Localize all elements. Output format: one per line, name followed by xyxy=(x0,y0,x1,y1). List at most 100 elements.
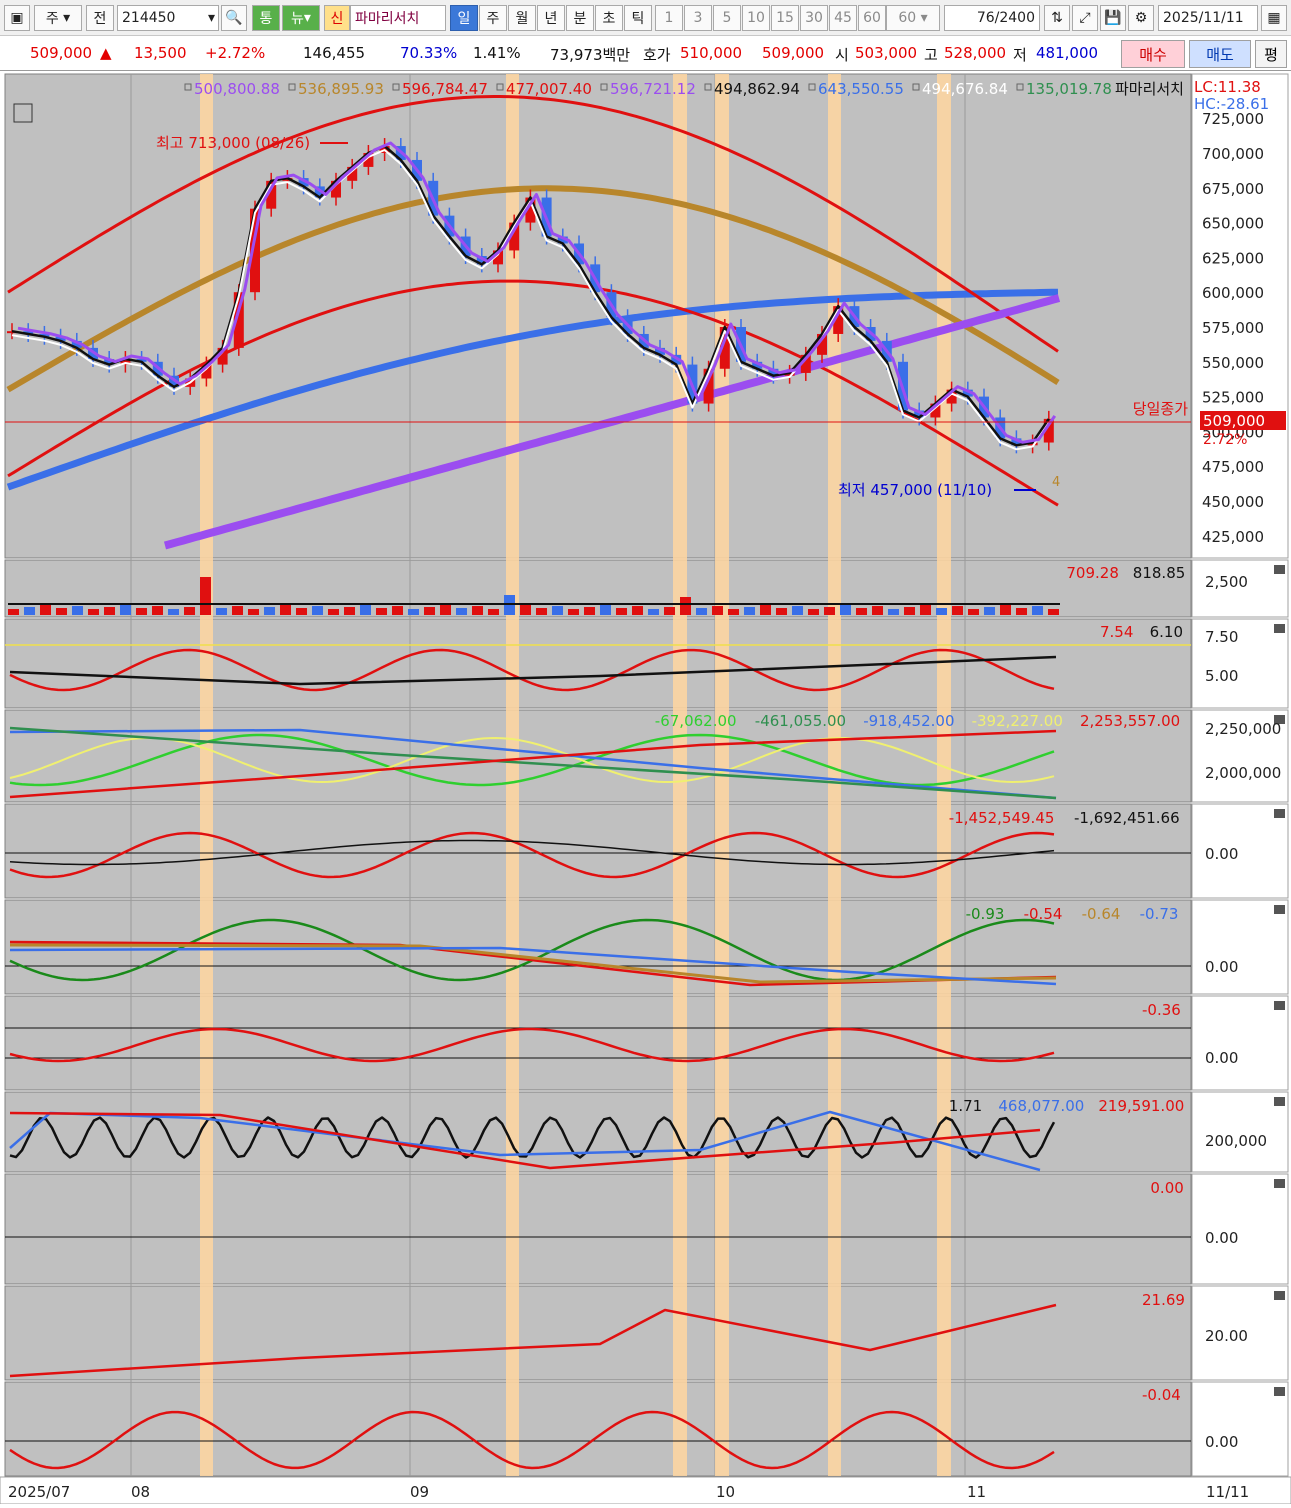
price-tick: 700,000 xyxy=(1202,145,1264,163)
count-field[interactable]: 76/2400 xyxy=(944,5,1040,31)
eval-button[interactable]: 평 xyxy=(1255,40,1287,68)
volume-bar xyxy=(552,606,563,615)
candle xyxy=(525,197,536,223)
p2-line-red xyxy=(9,648,1055,692)
current-price: 509,000 xyxy=(30,44,93,62)
interval-button-60[interactable]: 60 xyxy=(858,5,886,31)
volume-bar xyxy=(984,607,995,615)
date-field[interactable]: 2025/11/11 xyxy=(1158,5,1258,31)
volume-bar xyxy=(712,606,723,615)
volume-bar xyxy=(40,605,51,615)
change-amount: 13,500 xyxy=(134,44,187,62)
volume-bar xyxy=(328,609,339,615)
prev-button[interactable]: 전 xyxy=(86,5,114,31)
signal-column xyxy=(828,74,841,1476)
candle xyxy=(39,333,50,337)
interval-button-45[interactable]: 45 xyxy=(829,5,857,31)
chevron-down-icon[interactable]: ▾ xyxy=(207,10,215,26)
volume-bar xyxy=(664,607,675,615)
pane-p3-value-4: 2,253,557.00 xyxy=(1080,712,1180,730)
pane-axis-2 xyxy=(1191,618,1289,709)
pane-p6-value-0: -0.36 xyxy=(1142,1001,1181,1019)
volume-bar xyxy=(232,606,243,615)
volume-bar xyxy=(808,609,819,615)
candle xyxy=(719,327,730,369)
volume-bar xyxy=(568,609,579,615)
chart-svg[interactable]: 725,000 700,000 675,000 650,000 625,000 600,0… xyxy=(0,72,1291,1505)
interval-select[interactable]: 60 ▾ xyxy=(886,5,940,31)
volume-bar xyxy=(600,605,611,615)
low-price: 481,000 xyxy=(1036,44,1099,62)
interval-button-5[interactable]: 5 xyxy=(713,5,741,31)
market-select[interactable]: 주 ▾ xyxy=(34,5,82,31)
period-tab-6[interactable]: 틱 xyxy=(624,5,652,31)
period-tab-3[interactable]: 년 xyxy=(537,5,565,31)
chart-area[interactable]: 725,000 700,000 675,000 650,000 625,000 600,0… xyxy=(0,72,1291,1505)
volume-bar xyxy=(296,608,307,615)
x-axis-label-1: 08 xyxy=(131,1483,150,1501)
zoom-icon[interactable]: ⤢ xyxy=(1072,5,1098,31)
interval-button-15[interactable]: 15 xyxy=(771,5,799,31)
x-axis-right-label: 11/11 xyxy=(1206,1483,1249,1501)
volume-bar xyxy=(264,607,275,615)
p6-line-red xyxy=(9,1027,1055,1063)
quote-bar: 509,000 ▲ 13,500 +2.72% 146,455 70.33% 1… xyxy=(0,37,1291,71)
sin-button[interactable]: 신 xyxy=(324,5,350,31)
volume-bar xyxy=(760,605,771,615)
legend-box xyxy=(1016,83,1024,91)
pane-p5-value-1: -0.54 xyxy=(1024,905,1063,923)
p7-line-red xyxy=(9,1111,1041,1170)
volume-bar xyxy=(1016,608,1027,615)
pane-1 xyxy=(4,559,1192,618)
pane-volume-tick: 2,500 xyxy=(1205,573,1248,591)
price-tick: 425,000 xyxy=(1202,528,1264,546)
period-tab-4[interactable]: 분 xyxy=(566,5,594,31)
p7-line-black xyxy=(9,1116,1056,1159)
count-total: /2400 xyxy=(994,10,1035,26)
candle xyxy=(1011,438,1022,446)
compare-icon[interactable]: ⇅ xyxy=(1044,5,1070,31)
news-button[interactable]: 뉴 ▾ xyxy=(282,5,320,31)
search-icon[interactable]: 🔍 xyxy=(221,5,247,31)
pane-2 xyxy=(4,618,1192,709)
interval-button-3[interactable]: 3 xyxy=(684,5,712,31)
volume-bar xyxy=(952,606,963,615)
gear-icon[interactable]: ⚙ xyxy=(1128,5,1154,31)
buy-button[interactable]: 매수 xyxy=(1121,40,1185,68)
x-axis-label-2: 09 xyxy=(410,1483,429,1501)
x-axis-label-0: 2025/07 xyxy=(8,1483,70,1501)
candle xyxy=(946,389,957,404)
save-icon[interactable]: 💾 xyxy=(1100,5,1126,31)
legend-value-1: 536,895.93 xyxy=(298,80,384,98)
pane-p2-tick: 7.50 xyxy=(1205,628,1238,646)
interval-button-10[interactable]: 10 xyxy=(742,5,770,31)
pane-p7-value-0: 1.71 xyxy=(949,1097,982,1115)
volume-bar xyxy=(344,607,355,615)
pane-p7-value-1: 468,077.00 xyxy=(998,1097,1084,1115)
volume-bar xyxy=(56,608,67,615)
sell-button[interactable]: 매도 xyxy=(1189,40,1251,68)
window-menu-icon[interactable]: ▣ xyxy=(4,5,30,31)
p10-line-red xyxy=(9,1410,1055,1470)
period-tab-2[interactable]: 월 xyxy=(508,5,536,31)
code-input[interactable]: 214450 ▾ xyxy=(117,5,219,31)
volume-bar xyxy=(120,605,131,615)
period-tab-1[interactable]: 주 xyxy=(479,5,507,31)
interval-button-1[interactable]: 1 xyxy=(655,5,683,31)
volume-bar xyxy=(312,606,323,615)
volume-bar xyxy=(616,608,627,615)
price-tick: 650,000 xyxy=(1202,215,1264,233)
pane-p3-value-1: -461,055.00 xyxy=(755,712,846,730)
main-pane-title: 파마리서치 xyxy=(1115,80,1184,98)
period-tab-5[interactable]: 초 xyxy=(595,5,623,31)
calendar-icon[interactable]: ▦ xyxy=(1261,5,1287,31)
price-tick: 725,000 xyxy=(1202,110,1264,128)
candle xyxy=(930,403,941,418)
interval-button-30[interactable]: 30 xyxy=(800,5,828,31)
tong-button[interactable]: 통 xyxy=(252,5,280,31)
pane-volume-value-1: 818.85 xyxy=(1133,564,1186,582)
period-tab-0[interactable]: 일 xyxy=(450,5,478,31)
pane-close-icon xyxy=(1274,565,1285,574)
volume-bar xyxy=(584,607,595,615)
pane-p7-value-2: 219,591.00 xyxy=(1098,1097,1184,1115)
